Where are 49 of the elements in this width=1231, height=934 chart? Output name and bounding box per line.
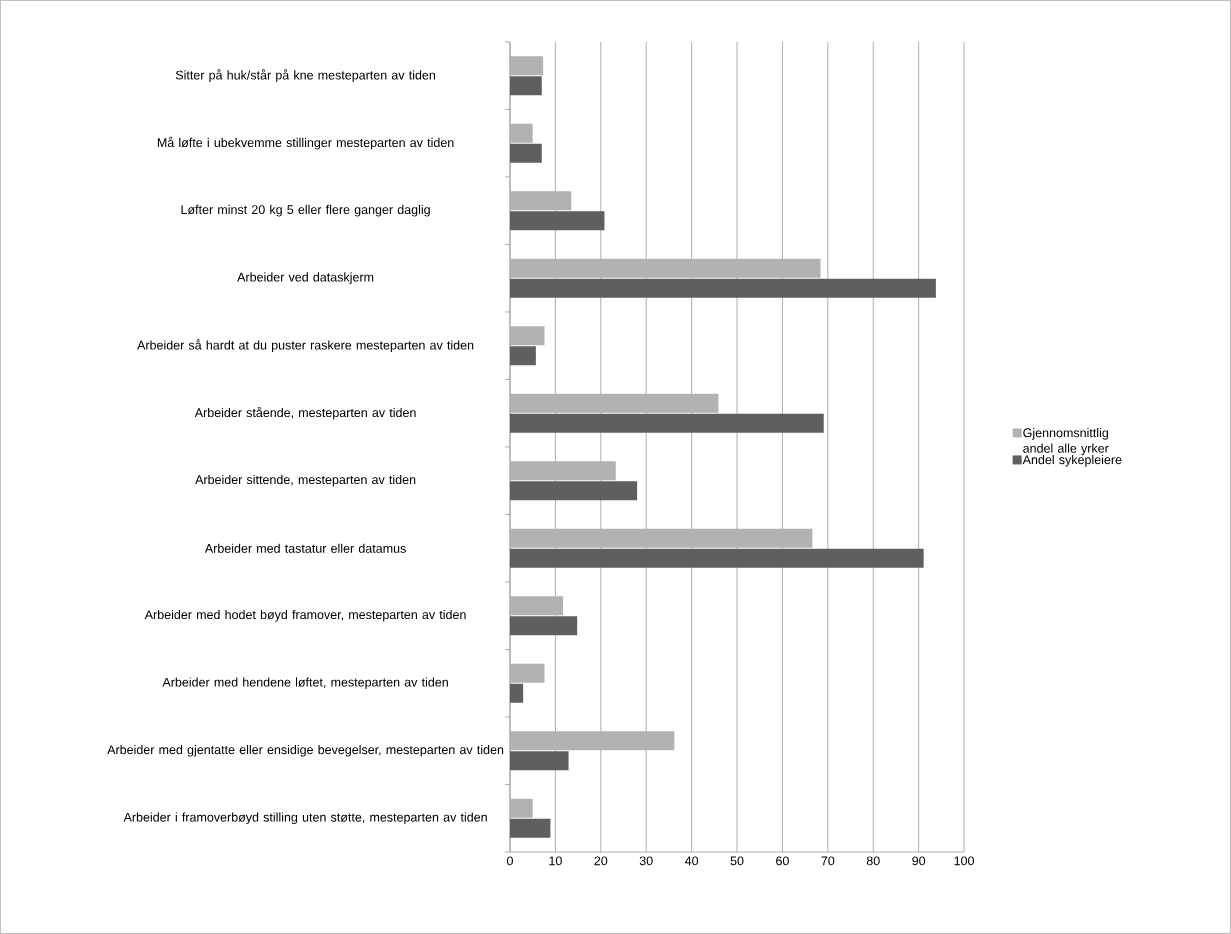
- x-tick-label: 100: [954, 856, 974, 866]
- y-tick-label: Arbeider sittende, mesteparten av tiden: [195, 474, 416, 487]
- bar: [509, 548, 924, 568]
- bar: [509, 818, 551, 838]
- bar: [509, 751, 569, 771]
- x-tick-label: 70: [821, 856, 835, 866]
- bar: [509, 393, 719, 413]
- bar: [509, 616, 578, 636]
- bar: [509, 191, 572, 211]
- bar: [509, 596, 564, 616]
- x-tick-label: 20: [594, 856, 608, 866]
- x-tick-label: 0: [506, 856, 513, 866]
- x-tick-label: 30: [639, 856, 653, 866]
- y-tick-label: Arbeider med gjentatte eller ensidige bevegelser, mesteparten av tiden: [107, 744, 504, 757]
- bar: [509, 663, 545, 683]
- y-tick-label: Arbeider i framoverbøyd stilling uten støtte, mesteparten av tiden: [123, 812, 487, 825]
- bar: [509, 461, 616, 481]
- bar: [509, 731, 675, 751]
- bar: [509, 798, 533, 818]
- bar: [509, 143, 542, 163]
- bar: [509, 683, 524, 703]
- x-tick-label: 60: [776, 856, 789, 866]
- x-tick-label: 40: [684, 856, 699, 866]
- x-tick-label: 10: [549, 856, 562, 866]
- y-tick-label: Arbeider ved dataskjerm: [237, 272, 374, 285]
- bar: [509, 346, 536, 366]
- legend-label: Andel sykepleiere: [1022, 455, 1122, 467]
- legend-label: Gjennomsnittlig andel alle yrker: [1023, 428, 1109, 456]
- x-tick-label: 50: [730, 856, 744, 866]
- bar: [509, 326, 545, 346]
- y-tick-label: Sitter på huk/står på kne mesteparten av tiden: [175, 69, 436, 83]
- y-tick-label: Løfter minst 20 kg 5 eller flere ganger daglig: [181, 204, 430, 217]
- bar: [509, 211, 605, 231]
- x-tick-label: 80: [866, 856, 880, 866]
- bar: [509, 76, 542, 96]
- y-tick-label: Arbeider med tastatur eller datamus: [204, 543, 406, 553]
- bar: [509, 56, 544, 76]
- x-tick-label: 90: [912, 856, 926, 866]
- y-tick-label: Arbeider stående, mesteparten av tiden: [194, 406, 416, 420]
- y-tick-label: Arbeider med hodet bøyd framover, mesteparten av tiden: [144, 609, 466, 622]
- y-tick-label: Arbeider så hardt at du puster raskere mesteparten av tiden: [137, 339, 474, 353]
- bar: [509, 278, 936, 298]
- y-tick-label: Må løfte i ubekvemme stillinger mesteparten av tiden: [157, 136, 454, 150]
- bar: [509, 481, 638, 501]
- bar: [509, 123, 533, 143]
- y-tick-label: Arbeider med hendene løftet, mesteparten av tiden: [162, 677, 448, 690]
- bar: [509, 528, 813, 548]
- bar: [509, 258, 821, 278]
- bar: [509, 413, 824, 433]
